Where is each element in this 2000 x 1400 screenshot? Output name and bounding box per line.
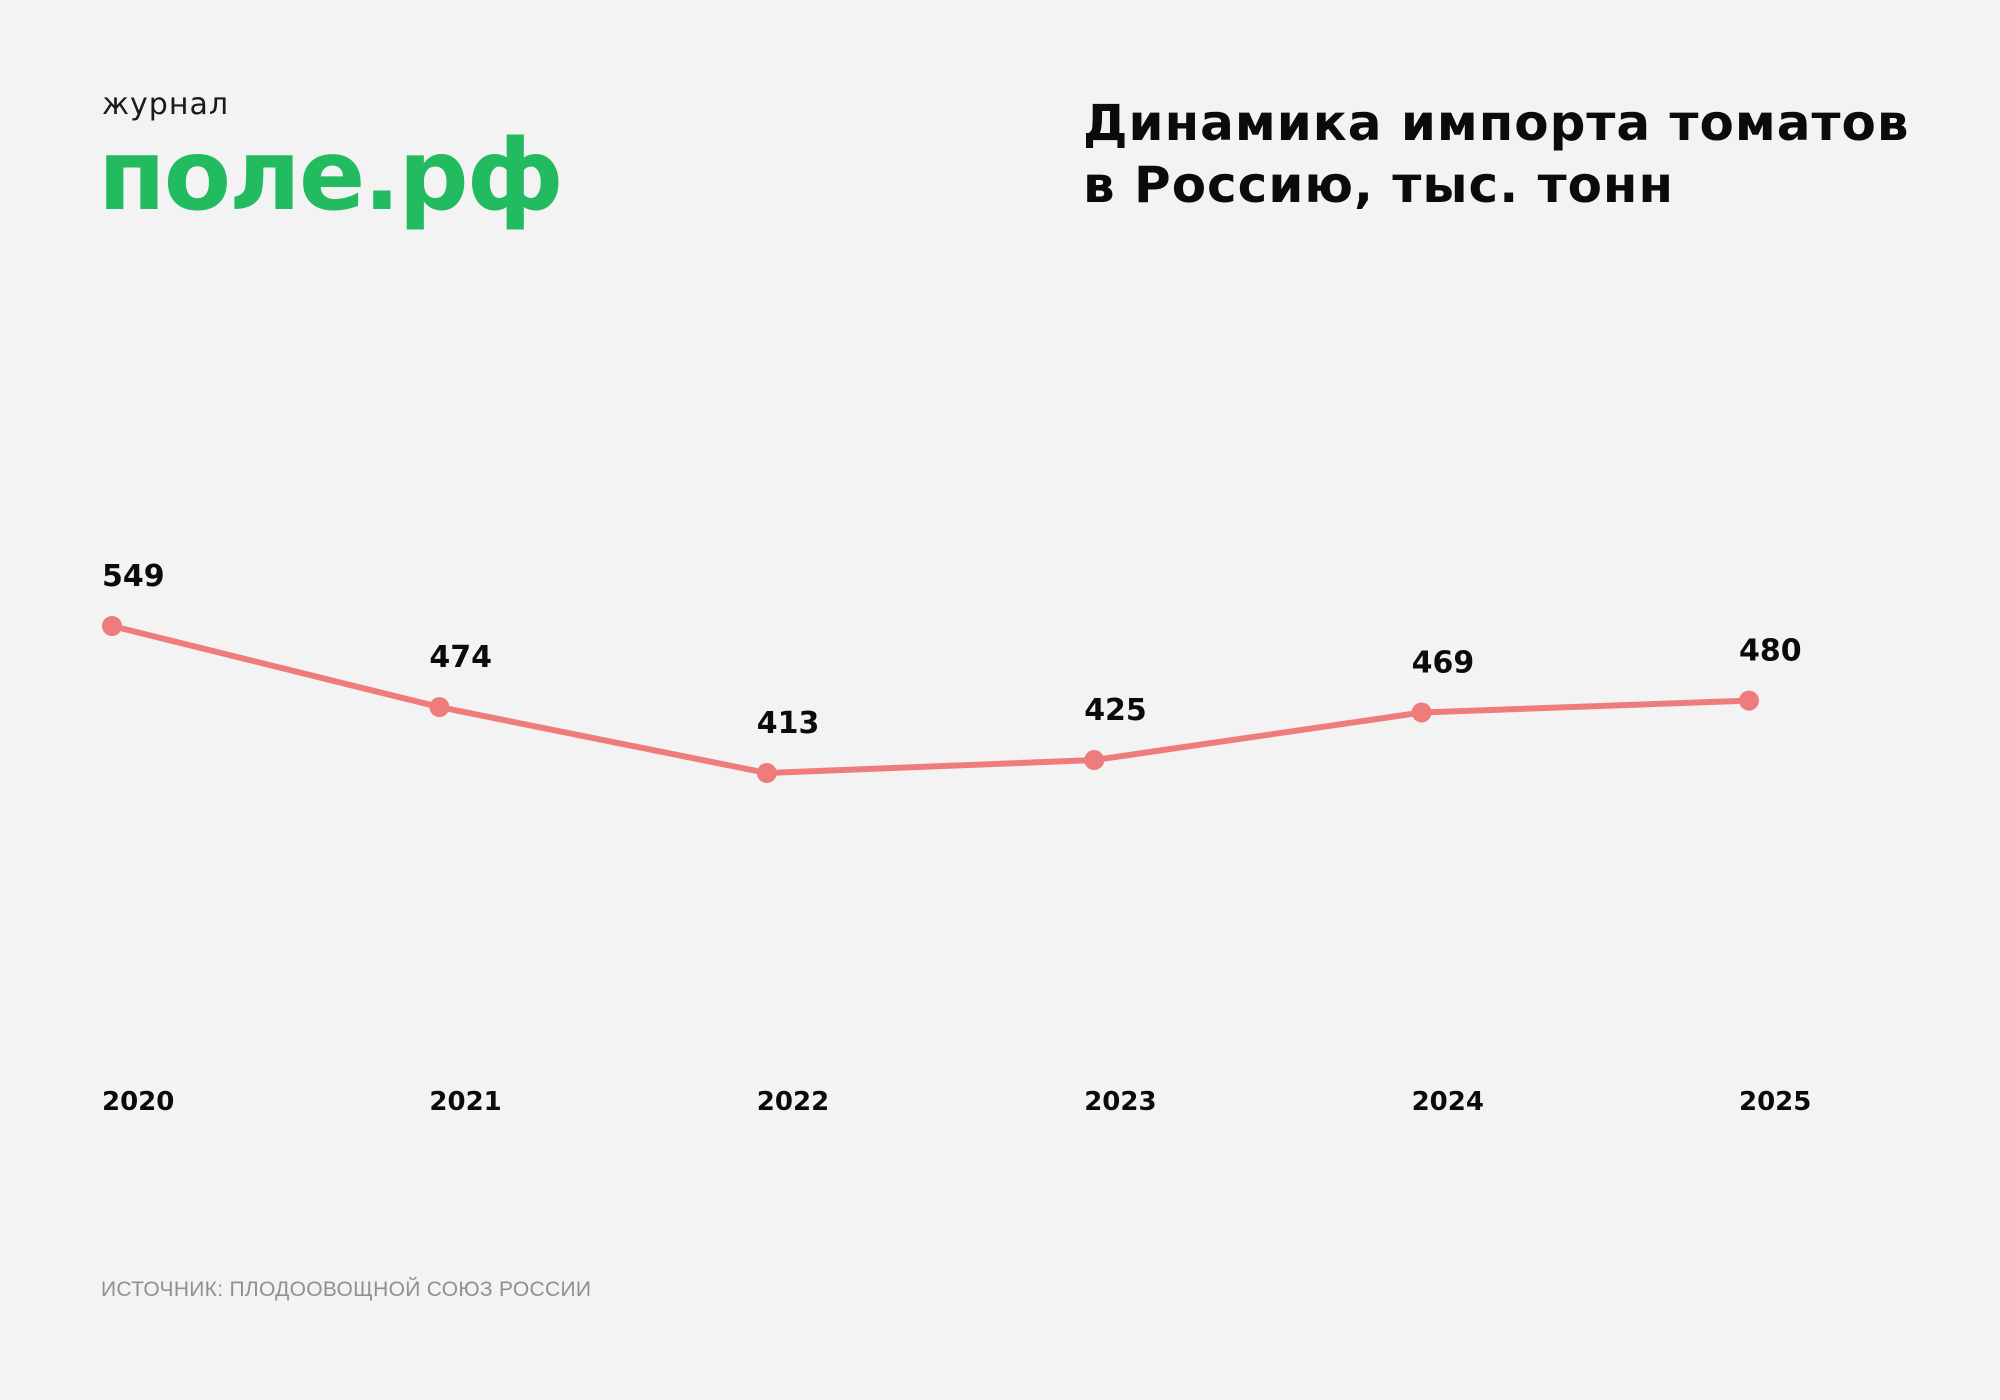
data-point [102,616,122,636]
data-point [1739,690,1759,711]
x-tick-label: 2022 [757,1087,829,1117]
series-line [111,623,1750,777]
data-label: 413 [757,706,820,741]
data-point [1411,702,1432,723]
x-tick-label: 2020 [102,1087,174,1117]
x-tick-label: 2021 [429,1087,501,1117]
x-tick-label: 2024 [1412,1087,1484,1117]
x-tick-label: 2025 [1739,1087,1811,1117]
chart-title: Динамика импорта томатов в Россию, тыс. … [1083,92,1909,216]
data-point [756,763,777,784]
data-point [429,697,450,718]
title-line-1: Динамика импорта томатов [1083,94,1910,152]
logo-small-text: журнал [102,87,229,122]
data-label: 469 [1412,645,1475,680]
data-label: 480 [1739,634,1802,669]
logo-big-text: поле.рф [98,119,564,233]
data-label: 474 [429,640,492,675]
x-tick-label: 2023 [1084,1087,1156,1117]
title-line-2: в Россию, тыс. тонн [1083,156,1675,214]
data-label: 549 [102,559,165,594]
data-point [1084,750,1105,771]
source-note: ИСТОЧНИК: ПЛОДООВОЩНОЙ СОЮЗ РОССИИ [101,1278,592,1301]
data-label: 425 [1084,693,1147,728]
